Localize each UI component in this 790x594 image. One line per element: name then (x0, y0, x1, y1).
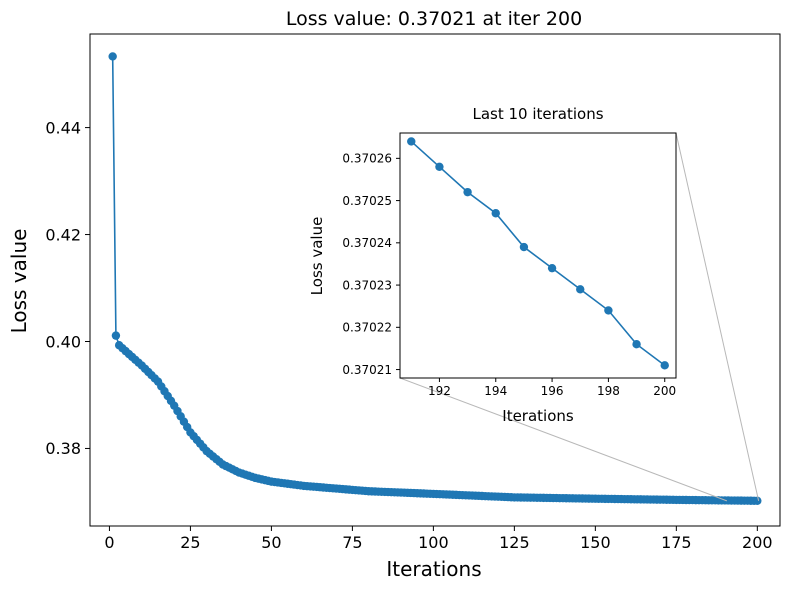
inset-data-point (604, 306, 613, 315)
y-tick-label: 0.37024 (342, 236, 392, 250)
inset-data-point (435, 162, 444, 171)
inset-data-point (632, 340, 641, 349)
x-tick-label: 196 (541, 384, 564, 398)
x-tick-label: 25 (180, 533, 200, 552)
inset-loss-line (410, 140, 666, 366)
y-tick-label: 0.38 (45, 439, 81, 458)
x-tick-label: 100 (418, 533, 449, 552)
x-tick-label: 200 (742, 533, 773, 552)
x-tick-label: 50 (261, 533, 281, 552)
x-tick-label: 192 (428, 384, 451, 398)
x-tick-label: 150 (580, 533, 611, 552)
x-axis-label: Iterations (386, 557, 481, 581)
inset-title: Last 10 iterations (472, 105, 603, 123)
x-tick-label: 194 (484, 384, 507, 398)
connector-line (675, 132, 760, 501)
y-tick-label: 0.37025 (342, 194, 392, 208)
inset-y-axis-ticks: 0.37021 0.37022 0.37023 0.37024 0.37025 0.370… (342, 152, 400, 377)
y-tick-label: 0.42 (45, 225, 81, 244)
y-tick-label: 0.40 (45, 332, 81, 351)
x-tick-label: 175 (661, 533, 692, 552)
x-tick-label: 75 (342, 533, 362, 552)
inset-x-axis-label: Iterations (502, 407, 574, 425)
inset-y-axis-label: Loss value (308, 217, 326, 296)
y-axis-label: Loss value (7, 229, 31, 334)
y-tick-label: 0.37022 (342, 321, 392, 335)
inset-loss-series (407, 137, 669, 370)
y-tick-label: 0.37026 (342, 152, 392, 166)
data-point (108, 52, 117, 61)
x-axis-ticks: 0 25 50 75 100 125 150 175 200 (104, 526, 773, 552)
inset-data-point (660, 361, 669, 370)
data-point (111, 331, 121, 340)
data-point (753, 496, 762, 506)
inset-data-point (519, 242, 529, 252)
plot-frame (89, 33, 781, 527)
x-tick-label: 125 (499, 533, 530, 552)
x-tick-label: 200 (653, 384, 676, 398)
loss-series (108, 52, 762, 506)
y-axis-ticks: 0.38 0.40 0.42 0.44 (45, 118, 90, 458)
inset-data-point (463, 187, 472, 197)
inset-data-point (547, 263, 557, 273)
inset-data-point (407, 137, 416, 146)
chart-title: Loss value: 0.37021 at iter 200 (286, 8, 582, 30)
zoom-connectors (399, 132, 760, 502)
inset-data-point (576, 285, 585, 294)
inset-data-point (491, 209, 500, 218)
inset-frame (399, 132, 677, 379)
connector-line (399, 377, 728, 502)
y-tick-label: 0.37023 (342, 278, 392, 292)
x-tick-label: 0 (104, 533, 114, 552)
x-tick-label: 198 (597, 384, 620, 398)
y-tick-label: 0.44 (45, 118, 81, 137)
inset-x-axis-ticks: 192 194 196 198 200 (428, 378, 676, 398)
y-tick-label: 0.37021 (342, 363, 392, 377)
